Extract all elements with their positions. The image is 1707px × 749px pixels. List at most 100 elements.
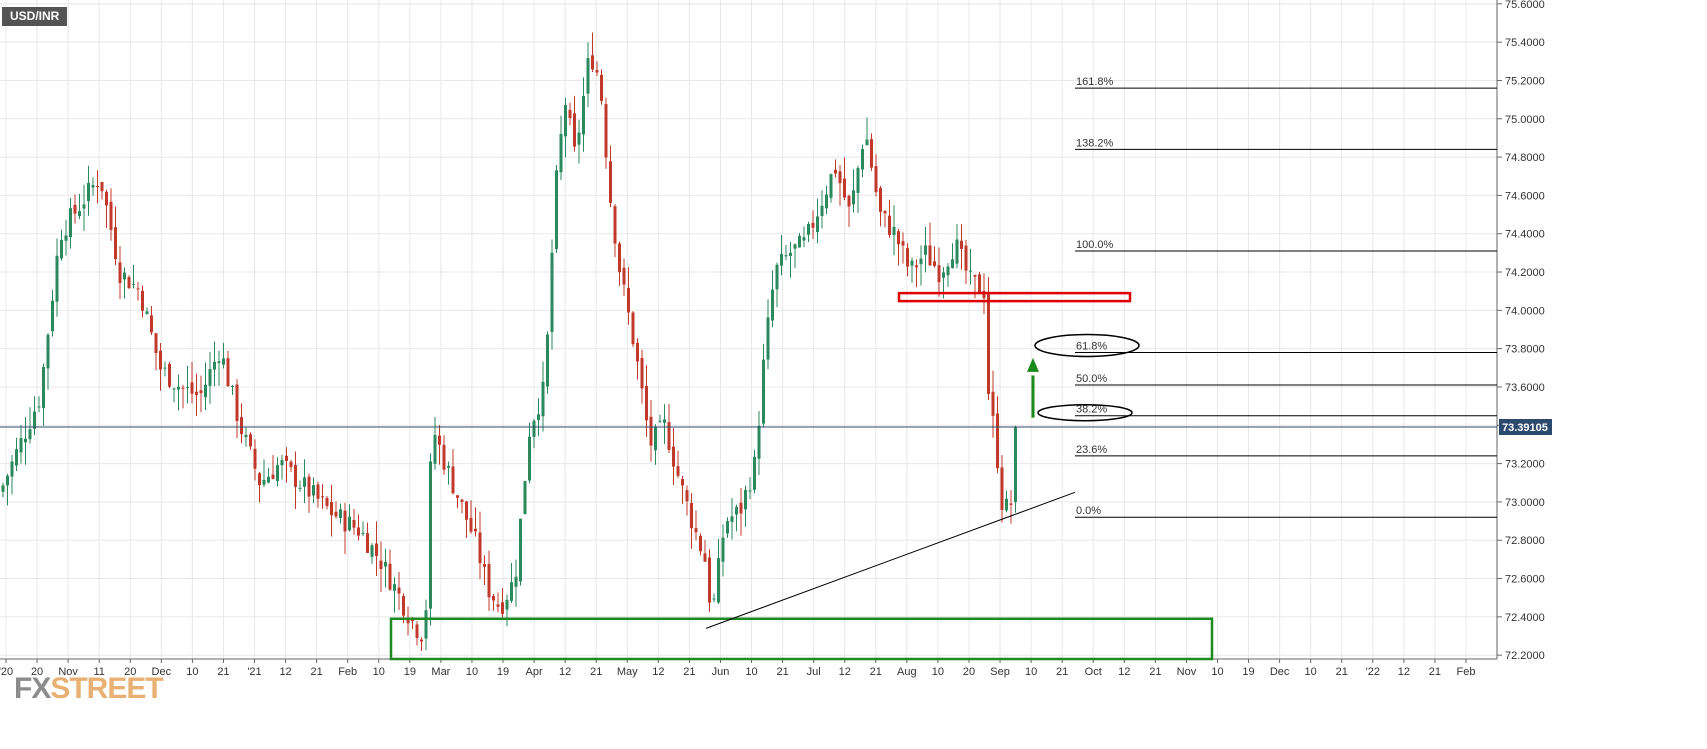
candle-body: [46, 334, 50, 369]
candle-body: [1005, 498, 1008, 511]
candle-body: [528, 436, 531, 481]
candle-body: [1009, 503, 1013, 505]
candle-body: [811, 222, 815, 228]
fib-382-circle: [1037, 403, 1133, 422]
x-tick-label: Aug: [897, 666, 917, 678]
y-tick-label: 72.6000: [1505, 574, 1545, 586]
candle-body: [33, 411, 36, 429]
x-tick-label: 10: [745, 666, 757, 678]
candle-body: [186, 386, 189, 388]
symbol-badge[interactable]: USD/INR: [2, 7, 68, 26]
candle-body: [532, 420, 536, 437]
x-tick-label: Sep: [990, 666, 1010, 678]
x-tick-label: '22: [1366, 666, 1380, 678]
candle-body: [429, 461, 432, 609]
x-tick-label: 12: [279, 666, 291, 678]
x-tick-label: Feb: [1457, 666, 1476, 678]
candle-body: [649, 416, 653, 446]
candle-body: [307, 476, 311, 497]
current-price-tag: [1499, 418, 1552, 435]
candle-body: [244, 434, 248, 438]
fib-level-label: 23.6%: [1076, 444, 1107, 456]
candle-body: [100, 182, 104, 192]
candle-body: [397, 587, 401, 594]
candle-body: [969, 270, 972, 272]
x-tick-label: 21: [1056, 666, 1068, 678]
candle-body: [348, 516, 351, 531]
candle-body: [978, 274, 981, 294]
current-price-label: 73.39105: [1502, 422, 1548, 434]
candle-body: [906, 248, 909, 267]
candle-body: [343, 510, 347, 532]
candle-body: [613, 206, 617, 244]
candle-body: [852, 190, 855, 205]
candle-body: [636, 342, 639, 362]
x-tick-label: 10: [186, 666, 198, 678]
fib-level-label: 161.8%: [1076, 76, 1114, 88]
candle-body: [960, 240, 963, 249]
x-tick-label: Dec: [152, 666, 172, 678]
candle-body: [775, 264, 779, 290]
candle-body: [861, 149, 864, 170]
y-tick-label: 75.4000: [1505, 37, 1545, 49]
candle-body: [177, 386, 180, 390]
candle-body: [73, 204, 77, 214]
candle-body: [154, 333, 158, 353]
candle-body: [172, 388, 176, 390]
candle-body: [784, 255, 788, 257]
x-tick-label: 21: [683, 666, 695, 678]
x-tick-label: 12: [1398, 666, 1410, 678]
x-tick-label: 21: [590, 666, 602, 678]
candle-body: [595, 69, 599, 73]
candle-body: [456, 495, 459, 498]
candle-body: [910, 260, 914, 266]
resistance-zone: [897, 291, 1132, 303]
candle-body: [91, 185, 95, 188]
candle-body: [681, 479, 684, 486]
candle-body: [987, 294, 990, 395]
candle-body: [901, 241, 905, 246]
candle-body: [703, 553, 707, 562]
candle-body: [757, 425, 761, 459]
candle-body: [640, 357, 644, 389]
candle-body: [604, 104, 608, 158]
x-tick-label: 10: [1211, 666, 1223, 678]
candle-body: [568, 109, 572, 119]
candle-body: [739, 502, 743, 514]
candle-body: [150, 315, 153, 333]
candle-body: [474, 528, 477, 532]
logo-street: STREET: [50, 672, 163, 705]
candle-body: [753, 456, 756, 490]
x-tick-label: '20: [0, 666, 13, 678]
candle-body: [60, 239, 63, 259]
candle-body: [577, 132, 581, 145]
candle-body: [433, 434, 437, 464]
candle-body: [366, 533, 369, 553]
x-tick-label: 21: [776, 666, 788, 678]
candle-body: [253, 448, 257, 469]
candle-body: [298, 487, 302, 489]
y-tick-label: 73.0000: [1505, 497, 1545, 509]
candle-body: [748, 490, 752, 492]
candle-body: [550, 252, 554, 332]
candle-body: [213, 361, 216, 370]
candle-body: [586, 58, 590, 94]
candle-body: [240, 417, 243, 435]
candle-body: [379, 560, 383, 569]
candle-body: [87, 182, 90, 202]
candle-body: [582, 95, 585, 135]
candle-body: [744, 489, 747, 510]
bullish-arrow-head: [1027, 357, 1039, 372]
x-tick-label: Nov: [1177, 666, 1197, 678]
candle-body: [735, 506, 738, 515]
x-tick-label: 19: [497, 666, 509, 678]
candle-body: [865, 139, 869, 146]
candle-body: [658, 420, 662, 422]
candle-body: [168, 363, 171, 387]
candle-body: [235, 384, 239, 422]
candle-body: [384, 561, 387, 567]
candle-body: [181, 387, 185, 389]
candle-body: [919, 258, 923, 265]
candle-body: [64, 235, 68, 241]
candle-body: [69, 208, 72, 238]
